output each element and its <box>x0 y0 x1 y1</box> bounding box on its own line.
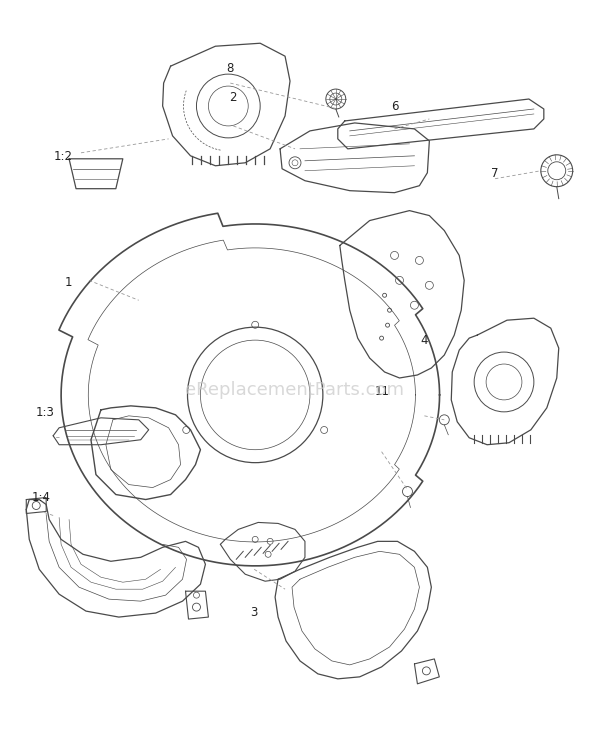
Text: 6: 6 <box>391 100 399 113</box>
Text: 7: 7 <box>491 166 499 180</box>
Text: 4: 4 <box>421 334 428 347</box>
Text: 1:4: 1:4 <box>32 491 51 504</box>
Text: 1: 1 <box>65 276 73 289</box>
Text: 2: 2 <box>230 91 237 104</box>
Text: 1:2: 1:2 <box>54 150 73 163</box>
Text: 11: 11 <box>375 385 389 398</box>
Text: 1:3: 1:3 <box>36 406 55 419</box>
Text: eReplacementParts.com: eReplacementParts.com <box>185 381 405 399</box>
Text: 3: 3 <box>250 606 258 619</box>
Text: 8: 8 <box>227 62 234 74</box>
